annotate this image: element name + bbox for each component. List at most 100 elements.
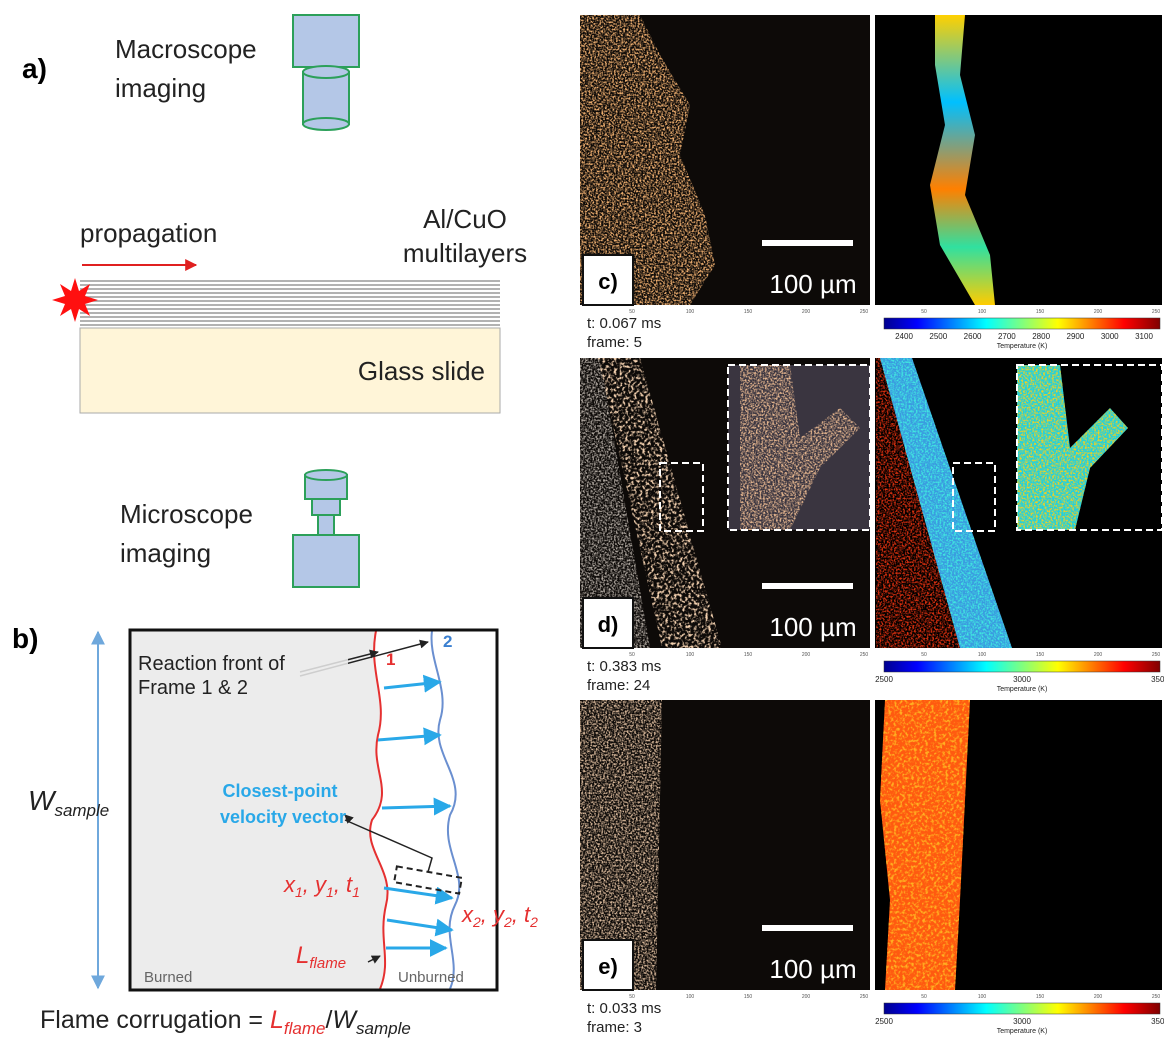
panel-label: e) bbox=[598, 954, 618, 979]
subscript: 1 bbox=[295, 884, 303, 900]
colorbar-title: Temperature (K) bbox=[997, 343, 1048, 350]
front-2 bbox=[432, 631, 460, 989]
axis-tick-label: 50 bbox=[921, 309, 927, 315]
propagation-label: propagation bbox=[80, 218, 217, 248]
axis-tick-label: 150 bbox=[1036, 309, 1045, 315]
axis-tick-label: 200 bbox=[1094, 994, 1103, 1000]
axis-tick-label: 100 bbox=[686, 994, 695, 1000]
multilayer-label: multilayers bbox=[403, 238, 527, 268]
microscope-label: Microscope bbox=[120, 499, 253, 529]
colorbar-tick-label: 2600 bbox=[964, 332, 982, 341]
subscript: 2 bbox=[472, 914, 481, 930]
point-2-label: x2, y2, t2 bbox=[461, 902, 538, 930]
subscript: 1 bbox=[326, 884, 334, 900]
colorbar bbox=[884, 318, 1160, 329]
subscript: flame bbox=[284, 1019, 326, 1038]
axis-tick-label: 200 bbox=[1094, 652, 1103, 658]
colorbar-title: Temperature (K) bbox=[997, 686, 1048, 693]
multilayer-label: Al/CuO bbox=[423, 204, 507, 234]
velocity-label: velocity vector bbox=[220, 807, 346, 827]
frame-label: frame: 5 bbox=[587, 334, 642, 351]
subscript: 2 bbox=[529, 914, 538, 930]
temperature-map bbox=[875, 15, 1162, 305]
colorbar-tick-label: 2900 bbox=[1067, 332, 1085, 341]
figure: a) Macroscope imaging propagation Al/CuO… bbox=[0, 0, 1164, 1044]
frame-label: frame: 3 bbox=[587, 1019, 642, 1036]
axis-tick-label: 50 bbox=[921, 652, 927, 658]
axis-tick-label: 250 bbox=[860, 994, 869, 1000]
symbol: L bbox=[270, 1006, 284, 1034]
panel-a: a) Macroscope imaging propagation Al/CuO… bbox=[22, 15, 527, 587]
time-label: t: 0.383 ms bbox=[587, 658, 661, 675]
panel-label: d) bbox=[598, 612, 619, 637]
time-label: t: 0.033 ms bbox=[587, 1000, 661, 1017]
subscript: 2 bbox=[503, 914, 512, 930]
symbol: , y bbox=[303, 872, 328, 897]
axis-tick-label: 200 bbox=[1094, 309, 1103, 315]
time-label: t: 0.067 ms bbox=[587, 315, 661, 332]
unburned-label: Unburned bbox=[398, 969, 464, 986]
velocity-vectors bbox=[378, 682, 452, 948]
colorbar-tick-label: 2700 bbox=[998, 332, 1016, 341]
colorbar-tick-label: 3000 bbox=[1013, 675, 1031, 684]
front-number: 2 bbox=[443, 632, 452, 651]
axis-tick-label: 150 bbox=[744, 994, 753, 1000]
multilayers bbox=[80, 281, 500, 325]
panel-label: c) bbox=[598, 269, 618, 294]
colorbar-title: Temperature (K) bbox=[997, 1028, 1048, 1035]
colorbar-tick-label: 2500 bbox=[875, 1017, 893, 1026]
panel-b: b) Reaction front of Frame 1 & 2 1 2 Clo… bbox=[12, 623, 538, 1038]
panel-label: a) bbox=[22, 53, 47, 84]
subscript: flame bbox=[309, 955, 346, 972]
front-label: Frame 1 & 2 bbox=[138, 677, 248, 699]
axis-tick-label: 250 bbox=[860, 652, 869, 658]
axis-tick-label: 150 bbox=[744, 652, 753, 658]
axis-tick-label: 150 bbox=[744, 309, 753, 315]
axis-tick-label: 100 bbox=[978, 652, 987, 658]
symbol: W bbox=[332, 1006, 358, 1034]
colorbar-tick-label: 3000 bbox=[1101, 332, 1119, 341]
colorbar-tick-label: 2800 bbox=[1032, 332, 1050, 341]
scale-bar-label: 100 µm bbox=[769, 269, 856, 299]
colorbar-tick-label: 3500 bbox=[1151, 675, 1164, 684]
scale-bar-label: 100 µm bbox=[769, 612, 856, 642]
axis-tick-label: 250 bbox=[1152, 652, 1161, 658]
subscript: 1 bbox=[352, 884, 360, 900]
symbol: W bbox=[28, 785, 57, 816]
axis-tick-label: 100 bbox=[978, 309, 987, 315]
axis-tick-label: 250 bbox=[1152, 994, 1161, 1000]
scale-bar-label: 100 µm bbox=[769, 954, 856, 984]
colorbar-tick-label: 2500 bbox=[875, 675, 893, 684]
formula-prefix: Flame corrugation = bbox=[40, 1006, 270, 1034]
front-number: 1 bbox=[386, 650, 395, 669]
symbol: , t bbox=[334, 872, 353, 897]
colorbar-tick-label: 2400 bbox=[895, 332, 913, 341]
axis-tick-label: 250 bbox=[1152, 309, 1161, 315]
burned-label: Burned bbox=[144, 969, 192, 986]
colorbar-tick-label: 3500 bbox=[1151, 1017, 1164, 1026]
panel-label: b) bbox=[12, 623, 38, 654]
axis-tick-label: 150 bbox=[1036, 652, 1045, 658]
axis-tick-label: 100 bbox=[686, 309, 695, 315]
colorbar bbox=[884, 1003, 1160, 1014]
colorbar bbox=[884, 661, 1160, 672]
colorbar-tick-label: 3000 bbox=[1013, 1017, 1031, 1026]
colorbar-tick-label: 3100 bbox=[1135, 332, 1153, 341]
point-1-label: x1, y1, t1 bbox=[283, 872, 360, 900]
axis-tick-label: 200 bbox=[802, 994, 811, 1000]
subscript: sample bbox=[54, 801, 109, 820]
symbol: , y bbox=[481, 902, 506, 927]
symbol: L bbox=[296, 942, 309, 969]
axis-tick-label: 200 bbox=[802, 652, 811, 658]
formula: Flame corrugation = Lflame/Wsample bbox=[40, 1006, 411, 1038]
frame-label: frame: 24 bbox=[587, 677, 650, 694]
subscript: sample bbox=[356, 1019, 411, 1038]
slash: / bbox=[325, 1006, 332, 1034]
microscope-label: imaging bbox=[120, 538, 211, 568]
axis-tick-label: 200 bbox=[802, 309, 811, 315]
axis-tick-label: 250 bbox=[860, 309, 869, 315]
macroscope-label: Macroscope bbox=[115, 34, 257, 64]
